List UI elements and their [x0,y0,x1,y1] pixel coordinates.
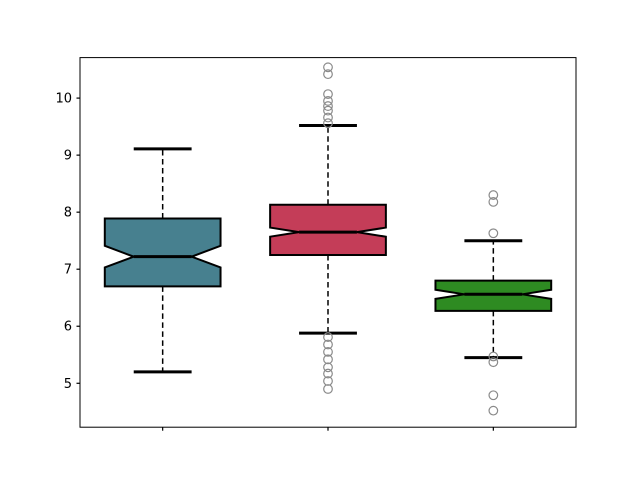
outlier-point [323,339,333,350]
outlier-point [488,190,499,200]
outlier-point [323,105,333,116]
y-tick-label: 6 [64,320,72,335]
y-tick-label: 10 [55,92,72,107]
outlier-point [323,69,333,80]
y-tick-label: 9 [64,149,72,164]
outlier-point [323,368,333,379]
y-tick-label: 7 [64,263,72,278]
y-tick-label: 5 [64,377,72,392]
outlier-point [488,357,499,368]
outlier-point [323,376,333,386]
outlier-point [488,197,499,207]
outlier-point [323,354,333,365]
outlier-point [323,384,333,394]
outlier-point [323,62,333,73]
outlier-point [323,112,333,123]
outlier-point [488,405,499,416]
box-1 [103,217,222,288]
outlier-point [488,351,499,362]
outlier-point [323,118,333,129]
y-tick-label: 8 [64,206,72,221]
outlier-point [323,101,333,111]
outlier-point [323,362,333,373]
outlier-point [323,89,333,100]
box-2 [269,203,387,256]
outlier-point [488,228,499,239]
outlier-point [488,390,499,401]
outlier-point [323,347,333,357]
outlier-point [323,332,333,342]
outlier-point [323,96,333,106]
